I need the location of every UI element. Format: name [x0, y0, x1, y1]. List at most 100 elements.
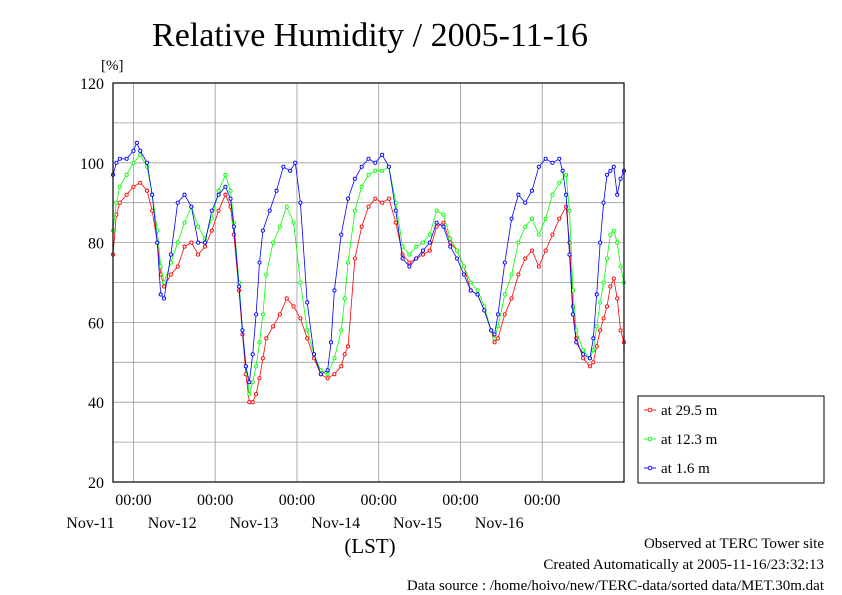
data-point — [168, 252, 173, 257]
data-point — [475, 288, 480, 293]
data-point — [502, 260, 507, 265]
data-point — [407, 264, 412, 269]
data-point — [158, 264, 163, 269]
data-point — [359, 184, 364, 189]
data-point — [243, 364, 248, 369]
data-point — [615, 192, 620, 197]
data-point — [247, 392, 252, 397]
data-point — [570, 312, 575, 317]
x-axis-label: (LST) — [344, 534, 395, 558]
data-point — [298, 280, 303, 285]
data-point — [502, 312, 507, 317]
data-point — [134, 140, 139, 145]
legend-label: at 1.6 m — [661, 461, 710, 477]
data-point — [332, 372, 337, 377]
data-point — [250, 400, 255, 405]
data-point — [216, 208, 221, 213]
data-point — [557, 156, 562, 161]
data-point — [492, 332, 497, 337]
data-point — [407, 260, 412, 265]
data-point — [618, 264, 623, 269]
data-point — [284, 296, 289, 301]
legend-label: at 12.3 m — [661, 432, 718, 448]
data-point — [271, 324, 276, 329]
x-tick-date-label: Nov-12 — [148, 515, 197, 532]
y-tick-label: 120 — [80, 76, 104, 93]
x-tick-time-label: 00:00 — [279, 492, 315, 509]
data-point — [325, 372, 330, 377]
data-point — [448, 236, 453, 241]
series-layer — [110, 140, 627, 405]
data-point — [509, 272, 514, 277]
data-point — [581, 352, 586, 357]
x-tick-date-label: Nov-14 — [311, 515, 360, 532]
data-point — [509, 216, 514, 221]
data-point — [604, 256, 610, 261]
data-point — [529, 216, 535, 221]
data-point — [598, 300, 603, 305]
data-point — [509, 296, 514, 301]
data-point — [461, 264, 466, 269]
y-tick-label: 60 — [88, 315, 104, 332]
data-point — [591, 360, 596, 365]
x-tick-date-label: Nov-13 — [230, 515, 279, 532]
data-point — [366, 204, 371, 209]
data-point — [328, 340, 334, 345]
data-point — [339, 364, 344, 369]
data-point — [574, 340, 579, 345]
data-point — [420, 252, 426, 257]
data-point — [591, 336, 596, 341]
legend-swatch-marker — [647, 407, 653, 413]
data-point — [536, 164, 541, 169]
data-point — [257, 376, 262, 381]
data-point — [359, 224, 364, 229]
data-point — [150, 192, 155, 197]
data-point — [138, 180, 143, 185]
x-tick-date-label: Nov-15 — [393, 515, 442, 532]
data-point — [196, 224, 201, 229]
data-point — [523, 200, 528, 205]
y-tick-label: 80 — [88, 236, 104, 253]
data-point — [264, 336, 269, 341]
plot-frame — [112, 82, 625, 483]
data-point — [550, 160, 555, 165]
data-point — [346, 344, 351, 349]
data-point — [155, 240, 160, 245]
data-point — [414, 244, 419, 249]
data-point — [598, 328, 603, 333]
data-point — [591, 348, 596, 353]
x-tick-date-label: Nov-16 — [475, 515, 524, 532]
data-point — [618, 328, 623, 333]
data-point — [560, 168, 565, 173]
data-point — [441, 212, 446, 217]
series-2 — [110, 140, 627, 385]
data-point — [124, 156, 129, 161]
data-point — [117, 200, 122, 205]
data-point — [495, 324, 501, 329]
data-point — [352, 176, 357, 181]
data-point — [352, 208, 357, 213]
data-point — [492, 336, 497, 341]
data-point — [567, 208, 572, 213]
data-point — [175, 240, 180, 245]
data-point — [257, 340, 262, 345]
data-point — [216, 188, 221, 193]
data-point — [145, 188, 150, 193]
data-point — [291, 304, 296, 309]
data-point — [420, 248, 426, 253]
data-point — [114, 160, 119, 165]
data-point — [175, 200, 180, 205]
data-point — [223, 184, 228, 189]
series-0 — [110, 180, 627, 405]
data-point — [516, 240, 521, 245]
data-point — [608, 232, 613, 237]
data-point — [536, 264, 541, 269]
data-point — [216, 192, 221, 197]
legend: at 29.5 m at 12.3 m at 1.6 m — [637, 395, 825, 484]
data-point — [587, 364, 592, 369]
data-point — [168, 272, 173, 277]
x-tick-time-label: 00:00 — [197, 492, 233, 509]
data-point — [162, 296, 167, 301]
data-point — [550, 232, 555, 237]
